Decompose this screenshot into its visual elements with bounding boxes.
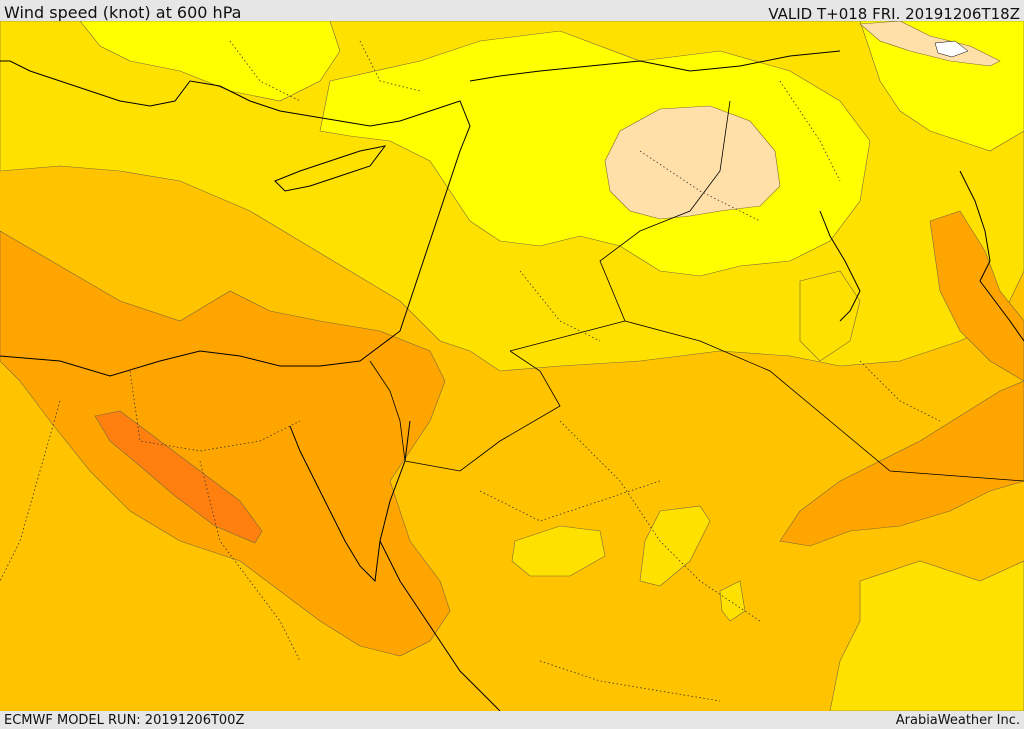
map-svg — [0, 21, 1024, 711]
region-orange-west — [0, 230, 451, 657]
footer-bar: ECMWF MODEL RUN: 20191206T00Z ArabiaWeat… — [0, 711, 1024, 729]
coastlines — [0, 50, 1024, 711]
region-yellow-south-3 — [719, 580, 746, 622]
valid-time: VALID T+018 FRI. 20191206T18Z — [768, 5, 1020, 23]
region-yellow-south-1 — [511, 525, 606, 577]
region-orange-east-upper — [929, 210, 1024, 382]
province-borders — [0, 40, 941, 702]
region-bright-yellow-nw — [79, 21, 341, 102]
region-bright-yellow-central — [319, 30, 871, 277]
country-borders — [369, 100, 1024, 482]
region-peach-center — [604, 105, 781, 220]
region-yellow-east-mid — [799, 270, 861, 362]
region-yellow-south-2 — [639, 505, 711, 587]
region-peach-ne — [859, 21, 1001, 67]
credit-label: ArabiaWeather Inc. — [895, 713, 1020, 728]
title-bar: Wind speed (knot) at 600 hPa VALID T+018… — [0, 0, 1024, 23]
wind-map — [0, 21, 1024, 711]
region-white-ne — [934, 40, 969, 58]
region-orange-east — [779, 380, 1024, 547]
model-run-label: ECMWF MODEL RUN: 20191206T00Z — [4, 713, 245, 728]
map-title: Wind speed (knot) at 600 hPa — [4, 3, 242, 22]
region-yellow-southeast — [829, 560, 1024, 711]
region-dark-orange-band — [94, 410, 263, 544]
